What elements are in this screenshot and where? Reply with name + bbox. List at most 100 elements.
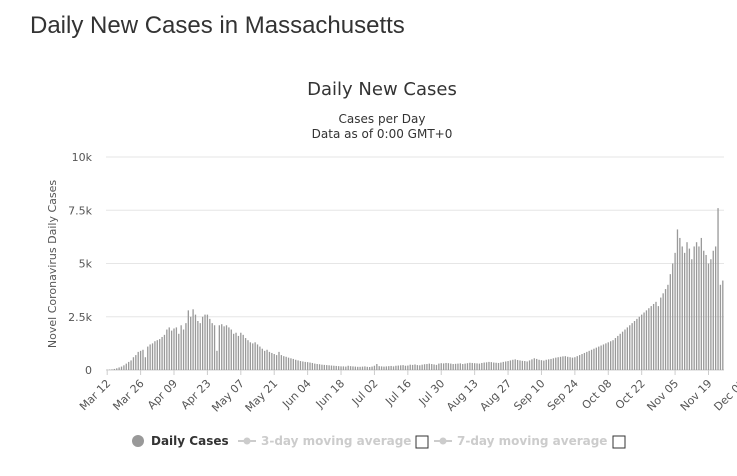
bar[interactable] bbox=[421, 364, 423, 370]
bar[interactable] bbox=[273, 354, 275, 370]
bar[interactable] bbox=[151, 343, 154, 370]
bar[interactable] bbox=[683, 252, 686, 370]
bar[interactable] bbox=[433, 364, 435, 370]
bar[interactable] bbox=[490, 362, 493, 370]
bar[interactable] bbox=[672, 263, 674, 371]
bar[interactable] bbox=[163, 334, 166, 370]
bar[interactable] bbox=[657, 306, 660, 370]
bar[interactable] bbox=[221, 324, 223, 370]
bar[interactable] bbox=[719, 284, 722, 370]
bar[interactable] bbox=[502, 361, 504, 370]
bar[interactable] bbox=[428, 363, 430, 370]
bar[interactable] bbox=[135, 355, 137, 370]
bar[interactable] bbox=[452, 364, 454, 370]
bar[interactable] bbox=[497, 362, 500, 370]
bar[interactable] bbox=[493, 362, 495, 370]
bar[interactable] bbox=[629, 325, 631, 370]
bar[interactable] bbox=[442, 363, 445, 370]
bar[interactable] bbox=[462, 364, 464, 370]
bar[interactable] bbox=[180, 325, 182, 370]
bar[interactable] bbox=[636, 318, 638, 370]
bar[interactable] bbox=[438, 363, 440, 370]
bar[interactable] bbox=[209, 318, 211, 370]
bar[interactable] bbox=[295, 359, 297, 370]
bar[interactable] bbox=[144, 357, 147, 370]
bar[interactable] bbox=[252, 343, 254, 370]
bar[interactable] bbox=[314, 363, 316, 370]
bar[interactable] bbox=[178, 333, 180, 370]
bar[interactable] bbox=[710, 259, 712, 370]
bar[interactable] bbox=[514, 359, 516, 370]
bar[interactable] bbox=[531, 359, 533, 370]
bar[interactable] bbox=[182, 329, 185, 370]
bar[interactable] bbox=[602, 344, 605, 370]
bar[interactable] bbox=[392, 366, 395, 370]
bar[interactable] bbox=[299, 361, 302, 370]
bar[interactable] bbox=[275, 355, 278, 370]
bar[interactable] bbox=[311, 362, 314, 370]
bar[interactable] bbox=[247, 340, 249, 370]
bar[interactable] bbox=[223, 326, 225, 370]
legend-item-3-day-moving-average[interactable]: 3-day moving average bbox=[261, 434, 411, 448]
legend-item-7-day-moving-average[interactable]: 7-day moving average bbox=[457, 434, 607, 448]
bar[interactable] bbox=[395, 365, 397, 370]
bar[interactable] bbox=[426, 364, 428, 370]
bar[interactable] bbox=[664, 289, 667, 370]
bar[interactable] bbox=[641, 314, 643, 370]
bar[interactable] bbox=[569, 357, 571, 370]
bar[interactable] bbox=[717, 208, 719, 370]
bar[interactable] bbox=[249, 342, 252, 370]
bar[interactable] bbox=[652, 303, 655, 370]
bar[interactable] bbox=[464, 363, 466, 370]
bar[interactable] bbox=[347, 365, 349, 370]
bar[interactable] bbox=[676, 229, 679, 370]
bar[interactable] bbox=[655, 301, 657, 370]
bar[interactable] bbox=[113, 368, 116, 370]
bar[interactable] bbox=[359, 366, 361, 370]
bar[interactable] bbox=[225, 325, 228, 370]
bar[interactable] bbox=[638, 316, 640, 370]
bar[interactable] bbox=[557, 357, 559, 370]
bar[interactable] bbox=[330, 365, 333, 370]
bar[interactable] bbox=[333, 365, 335, 370]
bar[interactable] bbox=[256, 344, 259, 370]
bar[interactable] bbox=[485, 362, 488, 370]
bar[interactable] bbox=[388, 366, 390, 370]
bar[interactable] bbox=[681, 246, 683, 370]
bar[interactable] bbox=[118, 367, 120, 370]
bar[interactable] bbox=[648, 308, 650, 370]
bar[interactable] bbox=[242, 334, 244, 370]
bar[interactable] bbox=[383, 366, 385, 370]
bar[interactable] bbox=[581, 354, 583, 370]
bar[interactable] bbox=[614, 338, 617, 370]
bar[interactable] bbox=[533, 358, 535, 370]
bar[interactable] bbox=[414, 364, 416, 370]
bar[interactable] bbox=[562, 356, 564, 370]
legend-item-daily-cases[interactable]: Daily Cases bbox=[151, 434, 229, 448]
bar[interactable] bbox=[235, 332, 237, 370]
legend-marker-3-day[interactable] bbox=[243, 437, 251, 445]
bar[interactable] bbox=[130, 360, 132, 370]
bar[interactable] bbox=[323, 364, 325, 370]
bar[interactable] bbox=[722, 280, 724, 370]
bar[interactable] bbox=[505, 361, 507, 370]
bar[interactable] bbox=[328, 365, 330, 370]
bar[interactable] bbox=[590, 349, 593, 370]
bar[interactable] bbox=[233, 333, 235, 370]
bar[interactable] bbox=[335, 365, 337, 370]
bar[interactable] bbox=[488, 361, 490, 370]
bar[interactable] bbox=[254, 342, 256, 370]
bar[interactable] bbox=[366, 366, 368, 370]
bar[interactable] bbox=[400, 365, 402, 370]
bar[interactable] bbox=[552, 358, 555, 370]
bar[interactable] bbox=[364, 366, 366, 370]
bar[interactable] bbox=[297, 360, 299, 370]
bar[interactable] bbox=[423, 364, 426, 370]
bar[interactable] bbox=[660, 297, 662, 370]
legend-marker-7-day[interactable] bbox=[439, 437, 447, 445]
bar[interactable] bbox=[128, 361, 130, 370]
bar[interactable] bbox=[316, 364, 318, 370]
bar[interactable] bbox=[237, 335, 240, 370]
bar[interactable] bbox=[170, 330, 173, 370]
bar[interactable] bbox=[402, 365, 404, 370]
